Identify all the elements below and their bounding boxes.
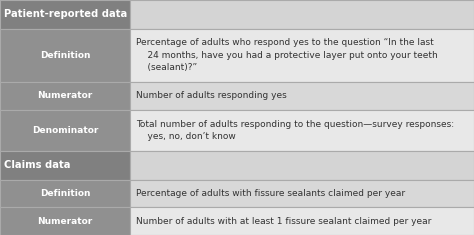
Bar — [0, 82, 130, 110]
Text: Denominator: Denominator — [32, 126, 98, 135]
Text: Percentage of adults with fissure sealants claimed per year: Percentage of adults with fissure sealan… — [136, 189, 405, 198]
Bar — [130, 180, 474, 207]
Bar — [130, 110, 474, 151]
Text: Claims data: Claims data — [4, 160, 71, 170]
Text: Definition: Definition — [40, 51, 90, 60]
Bar — [0, 151, 130, 180]
Bar — [130, 29, 474, 82]
Text: Definition: Definition — [40, 189, 90, 198]
Text: Number of adults responding yes: Number of adults responding yes — [136, 91, 287, 100]
Text: Number of adults with at least 1 fissure sealant claimed per year: Number of adults with at least 1 fissure… — [136, 217, 431, 226]
Text: Numerator: Numerator — [37, 217, 92, 226]
Bar — [0, 0, 130, 29]
Bar — [130, 82, 474, 110]
Bar — [0, 110, 130, 151]
Bar — [0, 29, 130, 82]
Bar — [0, 207, 130, 235]
Bar — [0, 180, 130, 207]
Bar — [130, 207, 474, 235]
Text: Total number of adults responding to the question—survey responses:
    yes, no,: Total number of adults responding to the… — [136, 120, 454, 141]
Bar — [130, 151, 474, 180]
Text: Patient-reported data: Patient-reported data — [4, 9, 127, 19]
Bar — [130, 0, 474, 29]
Text: Numerator: Numerator — [37, 91, 92, 100]
Text: Percentage of adults who respond yes to the question “In the last
    24 months,: Percentage of adults who respond yes to … — [136, 38, 438, 72]
